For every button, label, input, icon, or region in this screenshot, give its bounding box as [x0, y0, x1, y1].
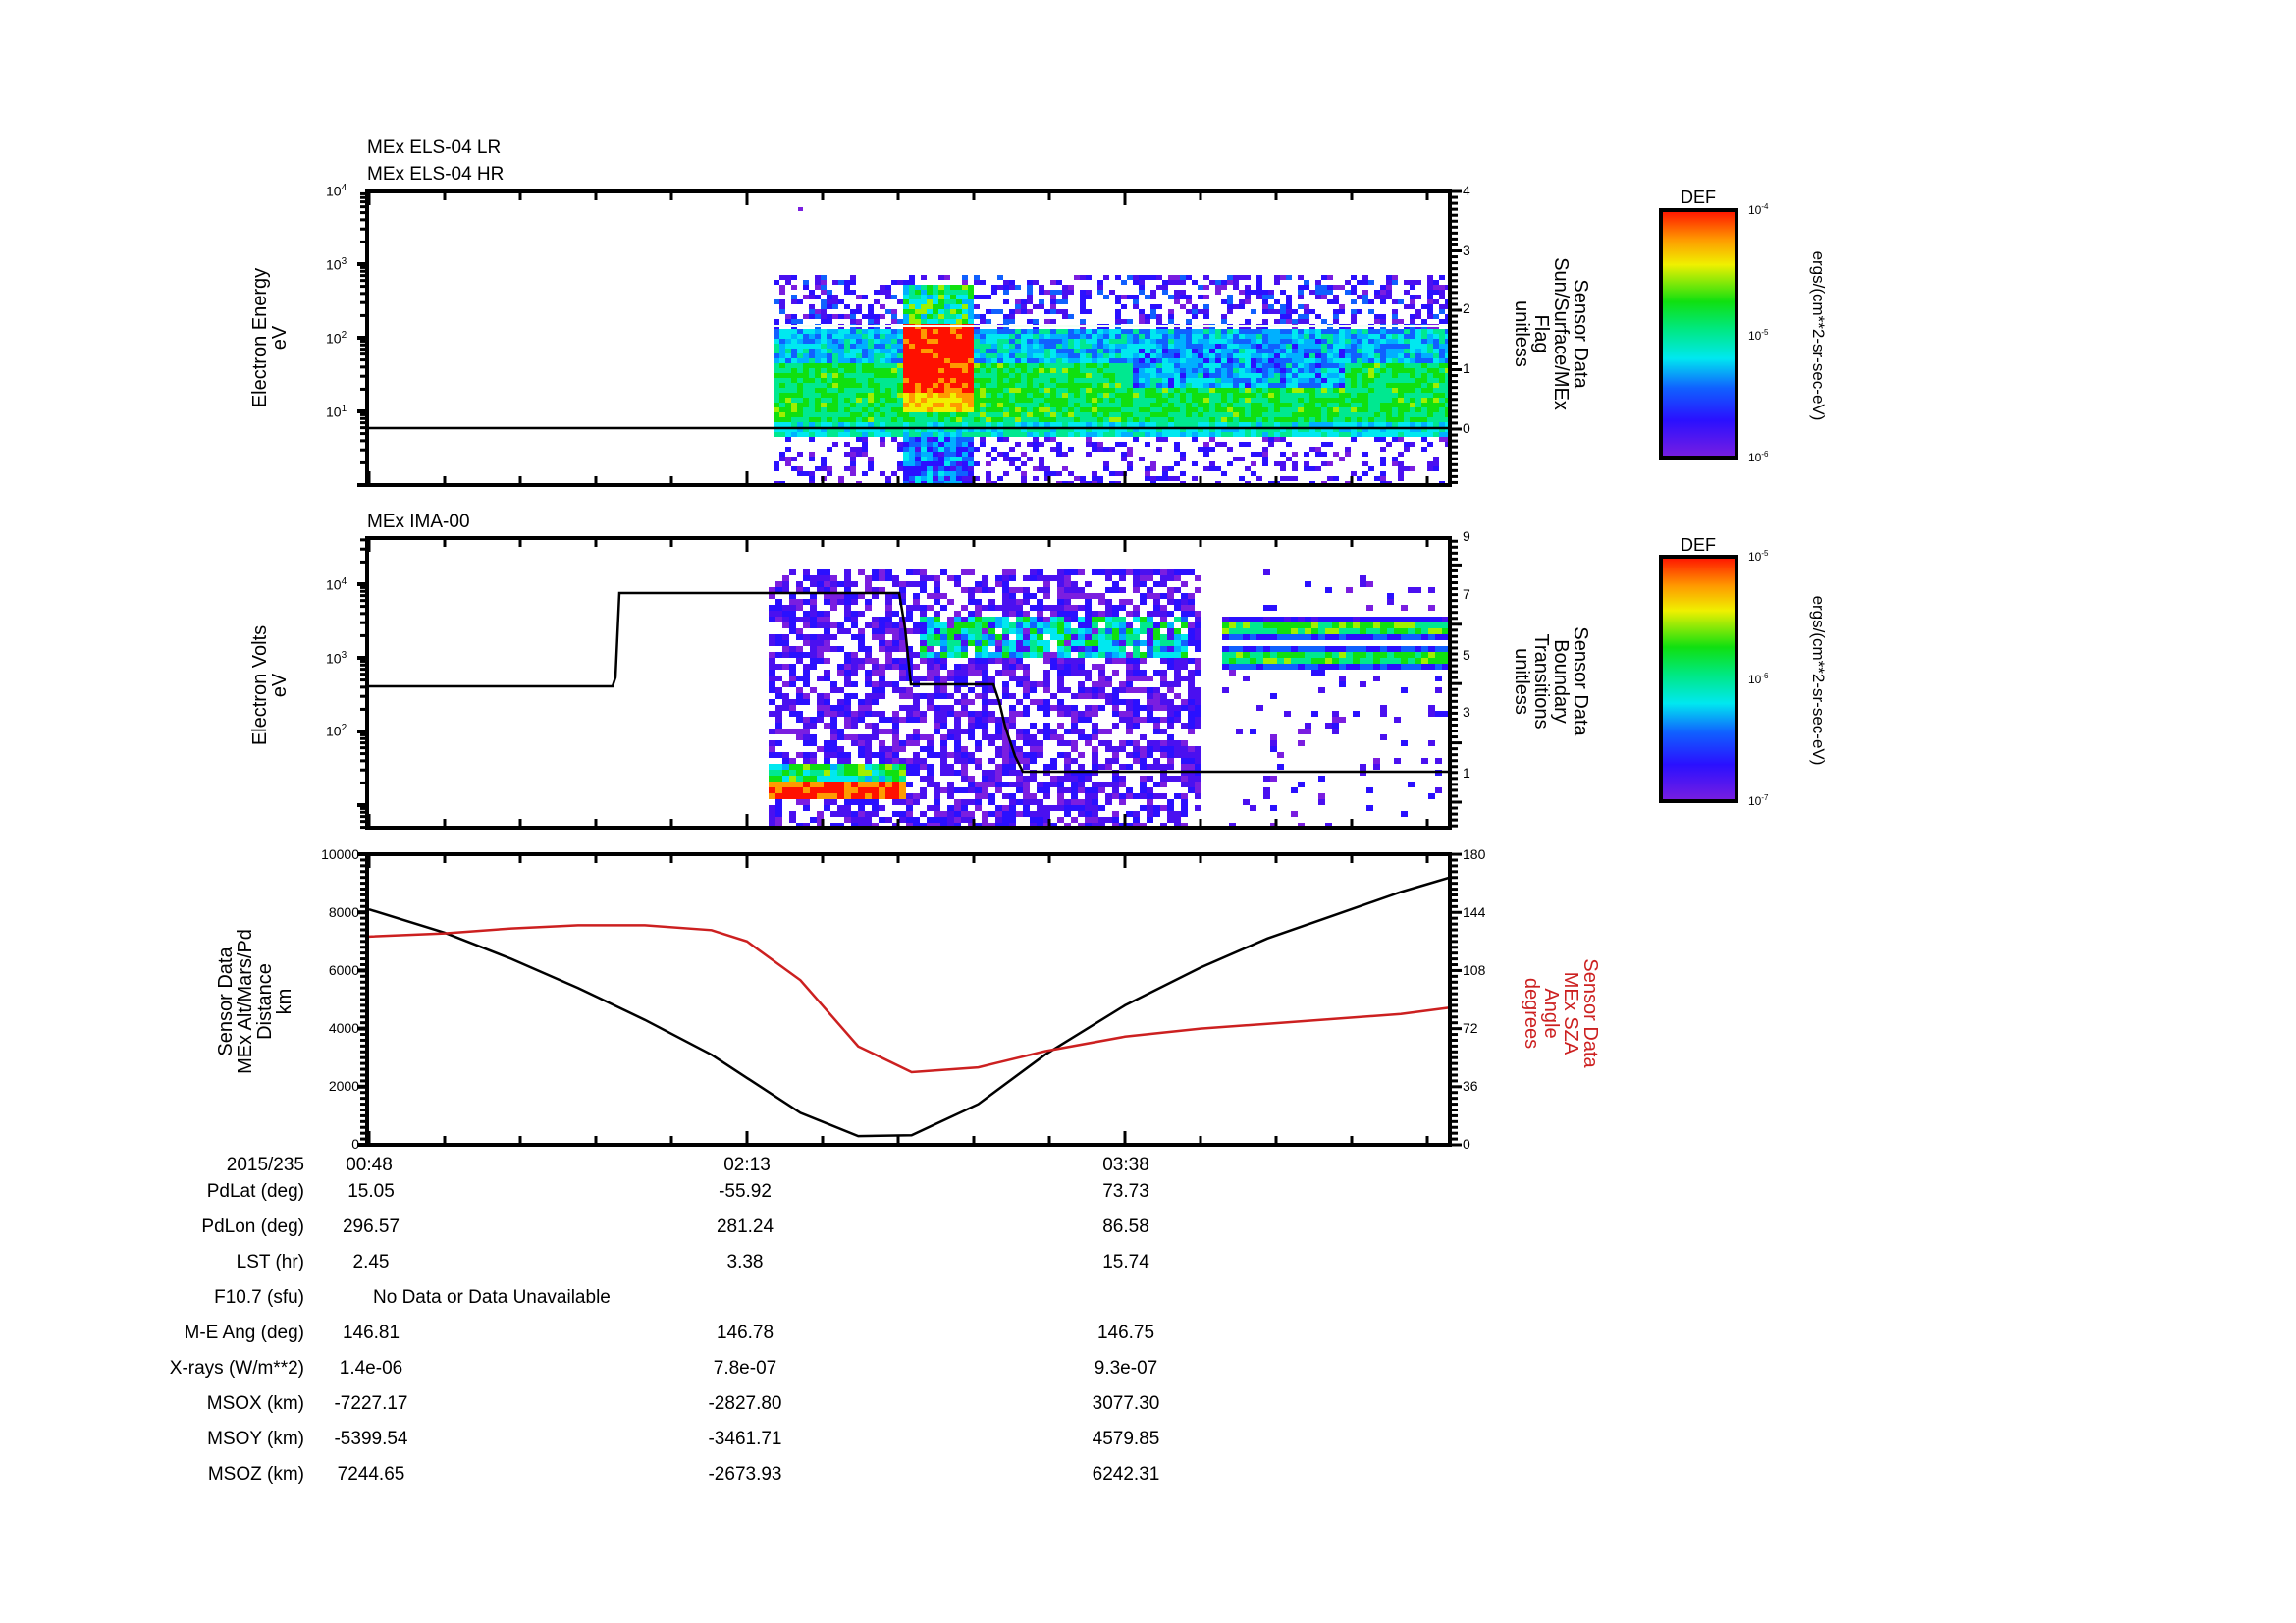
orbit-rtick-72: 72 — [1463, 1020, 1478, 1036]
els-rtick-4: 4 — [1463, 183, 1470, 198]
ima-cb-tick-1e-6: 10-6 — [1748, 672, 1769, 686]
ima-rtick-1: 1 — [1463, 765, 1470, 781]
orbit-ytick-4000: 4000 — [328, 1020, 359, 1036]
ima-ytick-1e2: 102 — [326, 723, 347, 739]
els-ytick-1e4: 104 — [326, 183, 347, 199]
ephemeris-label: PdLon (deg) — [201, 1217, 304, 1237]
ima-colorbar-title: DEF — [1681, 535, 1716, 555]
ephemeris-value: 73.73 — [1102, 1181, 1149, 1202]
ephemeris-value: 146.81 — [342, 1323, 400, 1343]
panel-els-title-hr: MEx ELS-04 HR — [367, 164, 505, 185]
ima-rtick-3: 3 — [1463, 704, 1470, 720]
ephemeris-label: MSOX (km) — [206, 1393, 304, 1414]
ima-cb-tick-1e-7: 10-7 — [1748, 793, 1769, 808]
els-colorbar-title: DEF — [1681, 188, 1716, 207]
els-right-ylabel: Sensor Data Sun/Surface/MEx Flag unitles… — [1511, 257, 1591, 410]
ephemeris-value: 15.05 — [347, 1181, 395, 1202]
ephemeris-value: 1.4e-06 — [339, 1358, 403, 1379]
ephemeris-value: 9.3e-07 — [1094, 1358, 1158, 1379]
orbit-rtick-144: 144 — [1463, 904, 1486, 920]
els-ytick-1e3: 103 — [326, 256, 347, 273]
ephemeris-value: 146.78 — [716, 1323, 774, 1343]
ephemeris-label: F10.7 (sfu) — [214, 1287, 304, 1308]
els-cb-tick-1e-6: 10-6 — [1748, 450, 1769, 464]
time-label-2: 03:38 — [1102, 1155, 1149, 1175]
ephemeris-label: LST (hr) — [236, 1252, 304, 1272]
ephemeris-value: 6242.31 — [1092, 1464, 1160, 1485]
orbit-rtick-180: 180 — [1463, 846, 1486, 862]
orbit-ylabel: Sensor Data MEx Alt/Mars/Pd Distance km — [215, 929, 295, 1074]
ima-ytick-1e3: 103 — [326, 650, 347, 667]
els-rtick-0: 0 — [1463, 420, 1470, 436]
ima-ylabel: Electron Volts eV — [249, 624, 291, 746]
ephemeris-label: MSOY (km) — [207, 1429, 304, 1449]
orbit-ytick-2000: 2000 — [328, 1078, 359, 1094]
ima-cb-tick-1e-5: 10-5 — [1748, 549, 1769, 564]
ima-colorbar — [1659, 555, 1738, 803]
date-label: 2015/235 — [226, 1155, 304, 1175]
els-spectrogram — [774, 207, 1450, 485]
ephemeris-label: M-E Ang (deg) — [184, 1323, 305, 1343]
ephemeris-value: 7.8e-07 — [713, 1358, 777, 1379]
orbit-ytick-6000: 6000 — [328, 962, 359, 978]
orbit-rtick-108: 108 — [1463, 962, 1486, 978]
els-rtick-1: 1 — [1463, 360, 1470, 376]
orbit-rtick-36: 36 — [1463, 1078, 1478, 1094]
orbit-ytick-0: 0 — [351, 1136, 359, 1152]
panel-ima-title: MEx IMA-00 — [367, 512, 470, 532]
ephemeris-value: 296.57 — [342, 1217, 400, 1237]
ephemeris-value: -5399.54 — [334, 1429, 408, 1449]
ephemeris-value: 86.58 — [1102, 1217, 1149, 1237]
ephemeris-label: PdLat (deg) — [206, 1181, 304, 1202]
ima-panel-frame — [357, 536, 1462, 830]
ephemeris-value: 281.24 — [716, 1217, 774, 1237]
time-label-1: 02:13 — [723, 1155, 771, 1175]
ephemeris-label: X-rays (W/m**2) — [169, 1358, 304, 1379]
els-cb-tick-1e-4: 10-4 — [1748, 202, 1769, 217]
els-ylabel: Electron Energy eV — [249, 267, 291, 408]
els-panel-frame — [357, 189, 1462, 487]
orbit-right-ylabel: Sensor Data MEx SZA Angle degrees — [1521, 958, 1601, 1068]
ima-rtick-7: 7 — [1463, 586, 1470, 602]
ephemeris-value: 3077.30 — [1092, 1393, 1160, 1414]
ephemeris-value: 3.38 — [726, 1252, 764, 1272]
orbit-rtick-0: 0 — [1463, 1136, 1470, 1152]
els-colorbar-units: ergs/(cm**2-sr-sec-eV) — [1809, 250, 1828, 421]
ima-right-ylabel: Sensor Data Boundary Transitions unitles… — [1511, 626, 1591, 736]
ima-ytick-1e4: 104 — [326, 576, 347, 593]
ephemeris-value: 2.45 — [352, 1252, 390, 1272]
ephemeris-value: 15.74 — [1102, 1252, 1149, 1272]
ima-boundary-line — [369, 591, 1450, 774]
ephemeris-value: 4579.85 — [1092, 1429, 1160, 1449]
ephemeris-value: 146.75 — [1096, 1323, 1155, 1343]
orbit-ytick-8000: 8000 — [328, 904, 359, 920]
orbit-ytick-10000: 10000 — [321, 846, 359, 862]
ephemeris-value: -7227.17 — [334, 1393, 408, 1414]
altitude-line — [368, 876, 1450, 1138]
ephemeris-value: -2827.80 — [708, 1393, 782, 1414]
els-cb-tick-1e-5: 10-5 — [1748, 328, 1769, 343]
ima-spectrogram — [769, 569, 1450, 828]
sza-line — [368, 924, 1450, 1074]
ima-colorbar-units: ergs/(cm**2-sr-sec-eV) — [1809, 595, 1828, 766]
ima-rtick-9: 9 — [1463, 528, 1470, 544]
ephemeris-value: -55.92 — [719, 1181, 772, 1202]
ephemeris-note: No Data or Data Unavailable — [373, 1287, 611, 1308]
els-ytick-1e1: 101 — [326, 404, 347, 420]
ima-rtick-5: 5 — [1463, 647, 1470, 663]
els-ytick-1e2: 102 — [326, 330, 347, 347]
time-label-0: 00:48 — [346, 1155, 393, 1175]
ephemeris-value: -3461.71 — [708, 1429, 782, 1449]
els-colorbar — [1659, 208, 1738, 460]
orbit-panel-frame — [357, 852, 1462, 1147]
ephemeris-value: 7244.65 — [337, 1464, 405, 1485]
els-rtick-2: 2 — [1463, 300, 1470, 316]
els-rtick-3: 3 — [1463, 243, 1470, 258]
ephemeris-label: MSOZ (km) — [207, 1464, 304, 1485]
ephemeris-value: -2673.93 — [708, 1464, 782, 1485]
panel-els-title-lr: MEx ELS-04 LR — [367, 137, 502, 158]
